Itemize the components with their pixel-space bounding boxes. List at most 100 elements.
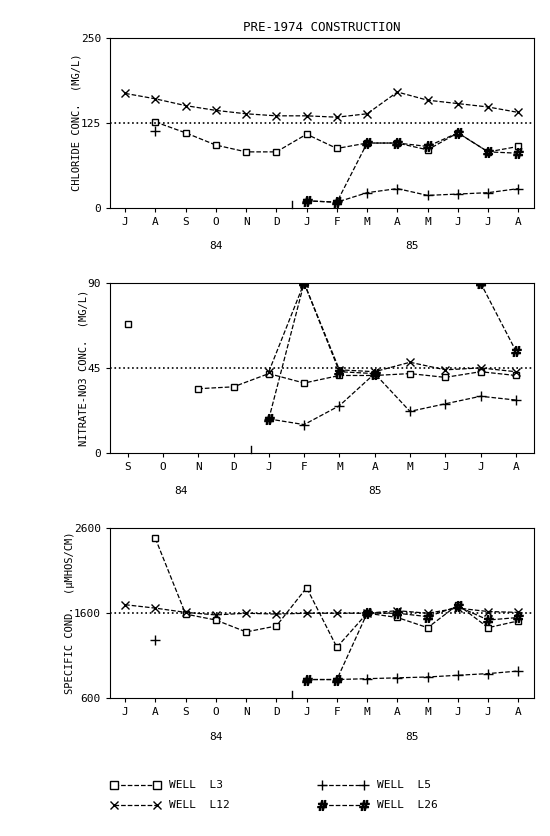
WELL  L3 bbox=[515, 141, 521, 151]
WELL  L5 bbox=[266, 414, 272, 424]
WELL  L26 bbox=[454, 128, 461, 138]
WELL  L12 bbox=[212, 610, 219, 620]
WELL  L3 bbox=[273, 147, 279, 157]
WELL  L12 bbox=[183, 608, 189, 618]
WELL  L5 bbox=[513, 395, 519, 405]
WELL  L12 bbox=[183, 100, 189, 110]
WELL  L12 bbox=[243, 609, 250, 619]
WELL  L3 bbox=[333, 642, 340, 652]
WELL  L3 bbox=[515, 616, 521, 626]
Line: WELL  L12: WELL L12 bbox=[121, 600, 522, 619]
Line: WELL  L5: WELL L5 bbox=[264, 369, 521, 430]
Text: WELL  L3: WELL L3 bbox=[169, 780, 223, 790]
Line: WELL  L26: WELL L26 bbox=[264, 278, 309, 424]
WELL  L3 bbox=[183, 609, 189, 619]
WELL  L12 bbox=[212, 105, 219, 115]
WELL  L26 bbox=[425, 612, 431, 622]
WELL  L5 bbox=[477, 391, 484, 401]
WELL  L26 bbox=[485, 615, 492, 625]
Line: WELL  L12: WELL L12 bbox=[121, 88, 522, 121]
WELL  L12 bbox=[122, 599, 129, 609]
WELL  L3 bbox=[243, 147, 250, 157]
WELL  L12 bbox=[333, 609, 340, 619]
WELL  L12 bbox=[515, 608, 521, 618]
WELL  L3 bbox=[152, 533, 158, 543]
WELL  L12 bbox=[273, 111, 279, 121]
WELL  L12 bbox=[485, 102, 492, 112]
WELL  L12 bbox=[454, 603, 461, 613]
WELL  L26 bbox=[301, 278, 307, 288]
Line: WELL  L12: WELL L12 bbox=[265, 278, 308, 376]
Text: 84: 84 bbox=[209, 241, 223, 251]
WELL  L5 bbox=[371, 369, 378, 379]
WELL  L12 bbox=[304, 111, 310, 121]
WELL  L12 bbox=[152, 603, 158, 613]
Y-axis label: CHLORIDE CONC.  (MG/L): CHLORIDE CONC. (MG/L) bbox=[72, 54, 81, 191]
WELL  L3 bbox=[485, 147, 492, 157]
WELL  L26 bbox=[304, 196, 310, 206]
WELL  L12 bbox=[485, 606, 492, 616]
Line: WELL  L3: WELL L3 bbox=[152, 119, 522, 155]
Line: WELL  L26: WELL L26 bbox=[302, 128, 523, 207]
Line: WELL  L26: WELL L26 bbox=[302, 602, 523, 685]
Y-axis label: SPECIFIC COND.  (µMHOS/CM): SPECIFIC COND. (µMHOS/CM) bbox=[65, 532, 75, 695]
Line: WELL  L3: WELL L3 bbox=[152, 535, 522, 650]
WELL  L3 bbox=[364, 609, 371, 619]
WELL  L12 bbox=[301, 278, 307, 288]
WELL  L12 bbox=[273, 609, 279, 619]
WELL  L12 bbox=[394, 605, 400, 615]
WELL  L12 bbox=[364, 609, 371, 619]
WELL  L12 bbox=[454, 99, 461, 109]
Text: WELL  L26: WELL L26 bbox=[377, 800, 438, 810]
WELL  L26 bbox=[364, 609, 371, 619]
WELL  L3 bbox=[243, 627, 250, 637]
WELL  L26 bbox=[333, 197, 340, 207]
WELL  L26 bbox=[364, 138, 371, 148]
Title: PRE-1974 CONSTRUCTION: PRE-1974 CONSTRUCTION bbox=[243, 21, 400, 33]
WELL  L26 bbox=[394, 138, 400, 148]
WELL  L26 bbox=[394, 609, 400, 619]
WELL  L26 bbox=[515, 148, 521, 158]
WELL  L3 bbox=[425, 145, 431, 155]
WELL  L3 bbox=[183, 128, 189, 138]
WELL  L3 bbox=[394, 138, 400, 148]
WELL  L3 bbox=[485, 623, 492, 633]
WELL  L3 bbox=[152, 117, 158, 127]
WELL  L12 bbox=[304, 609, 310, 619]
WELL  L12 bbox=[122, 89, 129, 99]
WELL  L12 bbox=[394, 87, 400, 97]
WELL  L3 bbox=[454, 128, 461, 138]
WELL  L12 bbox=[243, 109, 250, 119]
WELL  L3 bbox=[333, 144, 340, 154]
WELL  L12 bbox=[425, 95, 431, 105]
WELL  L26 bbox=[304, 675, 310, 685]
WELL  L5 bbox=[406, 406, 413, 416]
WELL  L26 bbox=[515, 613, 521, 623]
WELL  L3 bbox=[364, 138, 371, 148]
WELL  L12 bbox=[266, 367, 272, 377]
Text: WELL  L5: WELL L5 bbox=[377, 780, 431, 790]
WELL  L3 bbox=[273, 621, 279, 631]
Text: WELL  L12: WELL L12 bbox=[169, 800, 230, 810]
WELL  L26 bbox=[454, 601, 461, 611]
WELL  L12 bbox=[425, 609, 431, 619]
WELL  L12 bbox=[152, 94, 158, 104]
WELL  L26 bbox=[266, 414, 272, 424]
Y-axis label: NITRATE-NO3 CONC.  (MG/L): NITRATE-NO3 CONC. (MG/L) bbox=[78, 290, 89, 446]
WELL  L5 bbox=[442, 399, 449, 409]
Text: 85: 85 bbox=[368, 487, 382, 497]
WELL  L26 bbox=[333, 675, 340, 685]
WELL  L12 bbox=[515, 107, 521, 117]
WELL  L3 bbox=[212, 140, 219, 150]
WELL  L3 bbox=[454, 599, 461, 609]
WELL  L26 bbox=[485, 147, 492, 157]
WELL  L26 bbox=[425, 141, 431, 151]
WELL  L3 bbox=[394, 613, 400, 623]
WELL  L3 bbox=[425, 623, 431, 633]
WELL  L5 bbox=[336, 400, 343, 410]
WELL  L3 bbox=[212, 615, 219, 625]
WELL  L3 bbox=[304, 583, 310, 593]
Text: 85: 85 bbox=[406, 241, 419, 251]
WELL  L5 bbox=[301, 420, 307, 430]
WELL  L12 bbox=[364, 109, 371, 119]
